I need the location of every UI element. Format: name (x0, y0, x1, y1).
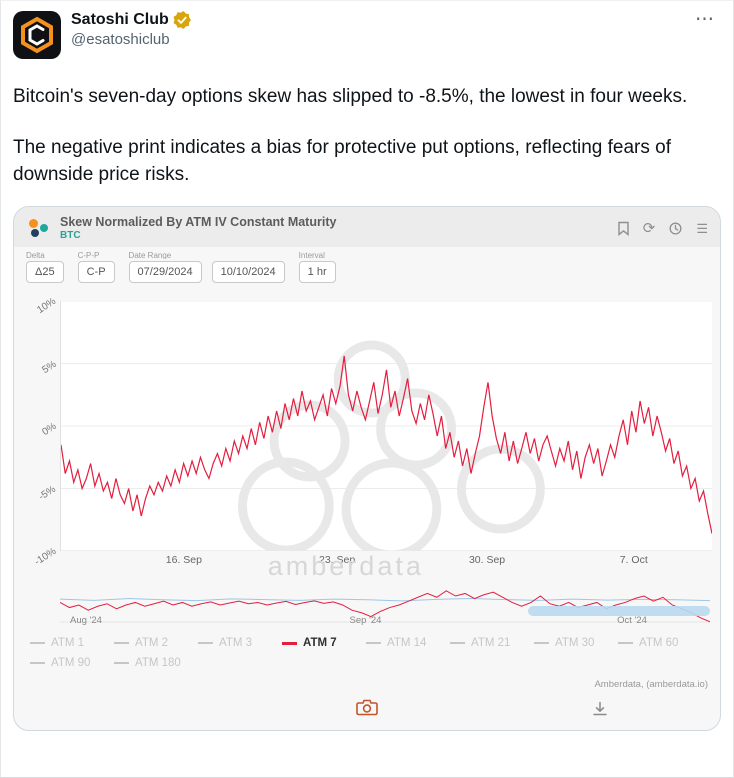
interval-select[interactable]: 1 hr (298, 261, 336, 283)
legend-item-atm-2[interactable]: ATM 2 (114, 637, 186, 649)
avatar[interactable] (13, 11, 61, 59)
chart-footer (14, 692, 720, 730)
date-from-input[interactable]: 07/29/2024 (128, 261, 202, 283)
refresh-icon[interactable]: ⟳ (642, 219, 656, 237)
bookmark-icon[interactable] (617, 221, 630, 236)
delta-label: Delta (26, 251, 45, 259)
legend-label: ATM 90 (51, 657, 91, 669)
legend-dash-icon (30, 642, 45, 644)
legend-label: ATM 2 (135, 637, 169, 649)
navigator-selected-range-handle[interactable] (528, 606, 710, 616)
chart-card[interactable]: Skew Normalized By ATM IV Constant Matur… (13, 206, 721, 731)
chart-attribution: Amberdata, (amberdata.io) (594, 679, 708, 690)
interval-control: Interval 1 hr (298, 251, 336, 283)
x-tick-label: 23. Sep (318, 554, 356, 566)
chart-header: Skew Normalized By ATM IV Constant Matur… (14, 207, 720, 247)
y-tick-label: 10% (35, 295, 58, 317)
x-axis-labels: 16. Sep 23. Sep 30. Sep 7. Oct (60, 553, 712, 571)
more-menu-icon[interactable]: ⋯ (695, 9, 715, 30)
legend-label: ATM 3 (219, 637, 253, 649)
x-tick-label: 16. Sep (165, 554, 202, 566)
x-tick-label: 30. Sep (468, 554, 506, 566)
satoshi-club-logo-icon (13, 11, 61, 59)
legend-label: ATM 1 (51, 637, 85, 649)
legend-label: ATM 7 (303, 637, 337, 649)
navigator-svg (60, 587, 710, 623)
download-icon[interactable] (592, 701, 608, 722)
camera-snapshot-icon[interactable] (356, 699, 378, 721)
y-tick-label: 0% (39, 420, 58, 438)
navigator-month-label: Oct '24 (617, 615, 647, 626)
verified-badge-icon (173, 11, 191, 29)
legend-label: ATM 21 (471, 637, 511, 649)
interval-label: Interval (298, 251, 325, 259)
legend-item-atm-30[interactable]: ATM 30 (534, 637, 606, 649)
delta-select[interactable]: Δ25 (26, 261, 64, 283)
legend-item-atm-90[interactable]: ATM 90 (30, 657, 102, 669)
legend-item-atm-3[interactable]: ATM 3 (198, 637, 270, 649)
date-to-input[interactable]: 10/10/2024 (211, 261, 285, 283)
tweet-paragraph-1: Bitcoin's seven-day options skew has sli… (13, 86, 688, 107)
chart-legend: ATM 1 ATM 2 ATM 3 ATM 7 ATM 14 ATM 21 ATM 30 AT… (14, 623, 720, 669)
main-plot[interactable] (60, 301, 712, 551)
range-navigator[interactable]: Aug '24 Sep '24 Oct '24 (60, 587, 710, 626)
cpp-select[interactable]: C-P (77, 261, 115, 283)
y-tick-label: 5% (39, 358, 58, 376)
legend-dash-icon (366, 642, 381, 644)
legend-dash-icon (114, 642, 129, 644)
legend-item-atm-60[interactable]: ATM 60 (618, 637, 690, 649)
legend-label: ATM 30 (555, 637, 595, 649)
navigator-month-label: Aug '24 (70, 615, 102, 626)
history-clock-icon[interactable] (668, 221, 683, 236)
navigator-month-label: Sep '24 (349, 615, 382, 626)
legend-dash-icon (114, 662, 129, 664)
delta-control: Delta Δ25 (26, 251, 64, 283)
legend-item-atm-1[interactable]: ATM 1 (30, 637, 102, 649)
legend-label: ATM 180 (135, 657, 181, 669)
chart-toolbar: ⟳ ☰ (617, 221, 708, 236)
legend-item-atm-180[interactable]: ATM 180 (114, 657, 186, 669)
legend-dash-icon (450, 642, 465, 644)
legend-label: ATM 60 (639, 637, 679, 649)
menu-icon[interactable]: ☰ (696, 220, 708, 236)
date-range-label: Date Range (128, 251, 172, 259)
display-name[interactable]: Satoshi Club (71, 11, 169, 28)
legend-item-atm-14[interactable]: ATM 14 (366, 637, 438, 649)
y-axis-labels: 10% 5% 0% -5% -10% (18, 296, 58, 568)
legend-dash-icon (30, 662, 45, 664)
legend-item-atm-21[interactable]: ATM 21 (450, 637, 522, 649)
handle[interactable]: @esatoshiclub (71, 31, 170, 48)
legend-dash-icon (534, 642, 549, 644)
author-block: Satoshi Club @esatoshiclub (71, 11, 689, 48)
y-tick-label: -10% (32, 545, 58, 568)
cpp-control: C-P-P C-P (77, 251, 115, 283)
tweet-paragraph-2: The negative print indicates a bias for … (13, 137, 671, 185)
legend-dash-icon (198, 642, 213, 644)
cpp-label: C-P-P (77, 251, 100, 259)
x-tick-label: 7. Oct (619, 554, 648, 566)
legend-item-atm-7[interactable]: ATM 7 (282, 637, 354, 649)
legend-dash-icon (618, 642, 633, 644)
chart-plot-area: 10% 5% 0% -5% -10% 16. Sep 23. Sep 30. Sep 7. O… (14, 293, 720, 581)
tweet-text: Bitcoin's seven-day options skew has sli… (13, 83, 721, 188)
amberdata-logo-icon (26, 217, 52, 239)
tweet-header: Satoshi Club @esatoshiclub ⋯ (13, 9, 721, 59)
y-tick-label: -5% (37, 483, 58, 503)
legend-dash-icon (282, 641, 297, 645)
date-range-control: Date Range 07/29/2024 10/10/2024 (128, 251, 285, 283)
main-plot-svg (61, 301, 712, 551)
chart-asset-label: BTC (60, 230, 81, 241)
chart-title: Skew Normalized By ATM IV Constant Matur… (60, 215, 337, 229)
legend-label: ATM 14 (387, 637, 427, 649)
chart-controls: Delta Δ25 C-P-P C-P Date Range 07/29/202… (14, 247, 720, 293)
